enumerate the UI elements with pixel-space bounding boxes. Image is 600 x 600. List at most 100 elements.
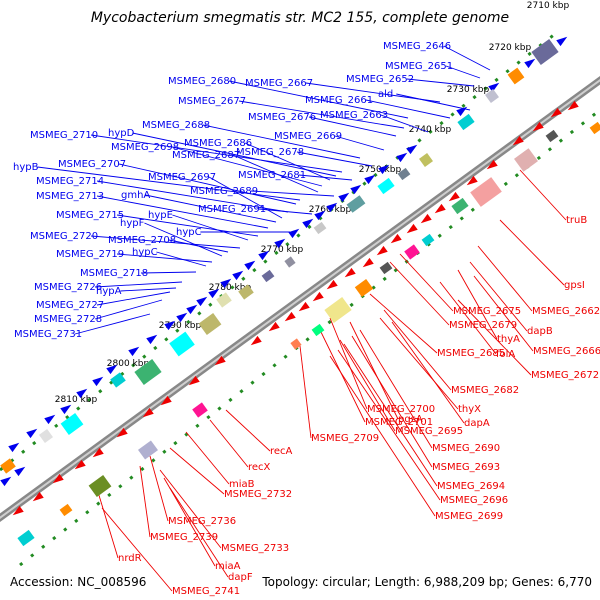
reverse-gene-block[interactable]: [17, 529, 35, 547]
gene-label-msmeg-2718[interactable]: MSMEG_2718: [80, 268, 148, 279]
forward-gene-arrow[interactable]: [232, 270, 244, 281]
reverse-gene-arrow[interactable]: [448, 191, 460, 202]
reverse-gene-block[interactable]: [311, 323, 325, 337]
gene-label-fola[interactable]: folA: [496, 349, 515, 360]
gene-label-msmeg-2726[interactable]: MSMEG_2726: [34, 282, 102, 293]
reverse-gene-arrow[interactable]: [376, 245, 388, 256]
forward-gene-block[interactable]: [457, 113, 475, 131]
reverse-gene-arrow[interactable]: [142, 407, 154, 418]
forward-gene-block[interactable]: [377, 177, 395, 195]
forward-gene-arrow[interactable]: [196, 296, 208, 307]
gene-label-hypb[interactable]: hypB: [13, 162, 39, 173]
gene-label-msmeg-2679[interactable]: MSMEG_2679: [449, 320, 517, 331]
gene-label-recx[interactable]: recX: [248, 462, 271, 473]
gene-label-msmeg-2693[interactable]: MSMEG_2693: [432, 462, 500, 473]
gene-label-hypf[interactable]: hypF: [120, 218, 145, 229]
gene-label-msmeg-2677[interactable]: MSMEG_2677: [178, 96, 246, 107]
reverse-gene-block[interactable]: [59, 503, 73, 517]
forward-gene-arrow[interactable]: [302, 218, 314, 229]
gene-label-reca[interactable]: recA: [270, 446, 293, 457]
gene-label-thyx[interactable]: thyX: [458, 404, 481, 415]
gene-label-trub[interactable]: truB: [566, 215, 587, 226]
gene-label-msmeg-2696[interactable]: MSMEG_2696: [440, 495, 508, 506]
forward-gene-arrow[interactable]: [314, 210, 326, 221]
gene-label-msmeg-2714[interactable]: MSMEG_2714: [36, 176, 104, 187]
reverse-gene-block[interactable]: [404, 244, 420, 260]
forward-gene-block[interactable]: [169, 331, 195, 357]
forward-gene-block[interactable]: [198, 313, 222, 335]
forward-gene-arrow[interactable]: [274, 238, 286, 249]
gene-label-msmeg-2678[interactable]: MSMEG_2678: [236, 147, 304, 158]
forward-gene-arrow[interactable]: [164, 320, 176, 331]
forward-gene-arrow[interactable]: [556, 36, 568, 47]
gene-label-nrdr[interactable]: nrdR: [118, 553, 142, 564]
gene-label-msmeg-2663[interactable]: MSMEG_2663: [320, 110, 388, 121]
reverse-gene-arrow[interactable]: [312, 291, 324, 302]
forward-gene-arrow[interactable]: [378, 164, 390, 175]
forward-gene-block[interactable]: [216, 292, 232, 308]
gene-label-msmeg-2710[interactable]: MSMEG_2710: [30, 130, 98, 141]
gene-label-msmeg-2688[interactable]: MSMEG_2688: [142, 120, 210, 131]
forward-gene-arrow[interactable]: [288, 228, 300, 239]
forward-gene-arrow[interactable]: [488, 82, 500, 93]
forward-gene-arrow[interactable]: [338, 192, 350, 203]
gene-label-msmeg-2720[interactable]: MSMEG_2720: [30, 231, 98, 242]
gene-label-dapb[interactable]: dapB: [527, 326, 553, 337]
gene-label-msmeg-2675[interactable]: MSMEG_2675: [453, 306, 521, 317]
reverse-gene-arrow[interactable]: [284, 311, 296, 322]
gene-label-msmeg-2713[interactable]: MSMEG_2713: [36, 191, 104, 202]
gene-label-msmeg-2685[interactable]: MSMEG_2685: [437, 348, 505, 359]
reverse-gene-arrow[interactable]: [362, 257, 374, 268]
reverse-gene-block[interactable]: [192, 402, 208, 418]
gene-label-msmeg-2689[interactable]: MSMEG_2689: [190, 186, 258, 197]
forward-gene-block[interactable]: [60, 413, 84, 435]
reverse-gene-block[interactable]: [451, 197, 469, 215]
forward-gene-arrow[interactable]: [244, 260, 256, 271]
gene-label-pgsa[interactable]: pgsA: [398, 414, 423, 425]
gene-label-msmeg-2719[interactable]: MSMEG_2719: [56, 249, 124, 260]
gene-label-msmeg-2695[interactable]: MSMEG_2695: [395, 426, 463, 437]
reverse-gene-arrow[interactable]: [390, 233, 402, 244]
gene-label-msmeg-2652[interactable]: MSMEG_2652: [346, 74, 414, 85]
reverse-gene-block[interactable]: [290, 338, 302, 350]
forward-gene-arrow[interactable]: [146, 334, 158, 345]
gene-label-msmeg-2700[interactable]: MSMEG_2700: [367, 404, 435, 415]
gene-label-msmeg-2698[interactable]: MSMEG_2698: [111, 142, 179, 153]
forward-gene-block[interactable]: [284, 256, 296, 268]
gene-label-ald[interactable]: ald: [378, 89, 393, 100]
gene-label-msmeg-2707[interactable]: MSMEG_2707: [58, 159, 126, 170]
gene-label-msmeg-2667[interactable]: MSMEG_2667: [245, 78, 313, 89]
gene-label-msmeg-2676[interactable]: MSMEG_2676: [248, 112, 316, 123]
reverse-gene-arrow[interactable]: [116, 427, 128, 438]
reverse-gene-block[interactable]: [379, 261, 393, 275]
reverse-gene-arrow[interactable]: [52, 473, 64, 484]
reverse-gene-block[interactable]: [421, 233, 435, 247]
reverse-gene-arrow[interactable]: [420, 213, 432, 224]
gene-label-hypd[interactable]: hypD: [108, 128, 135, 139]
gene-label-msmeg-2669[interactable]: MSMEG_2669: [274, 131, 342, 142]
forward-gene-block[interactable]: [238, 284, 254, 300]
gene-label-msmeg-2681[interactable]: MSMEG_2681: [238, 170, 306, 181]
reverse-gene-arrow[interactable]: [268, 321, 280, 332]
gene-label-msmeg-2680[interactable]: MSMEG_2680: [168, 76, 236, 87]
gene-label-dapf[interactable]: dapF: [228, 572, 253, 583]
gene-label-msmeg-2646[interactable]: MSMEG_2646: [383, 41, 451, 52]
reverse-gene-arrow[interactable]: [32, 491, 44, 502]
reverse-gene-arrow[interactable]: [298, 301, 310, 312]
forward-gene-block[interactable]: [0, 458, 16, 474]
reverse-gene-block[interactable]: [545, 129, 559, 143]
reverse-gene-block[interactable]: [138, 440, 158, 460]
reverse-gene-block[interactable]: [514, 148, 538, 172]
reverse-gene-arrow[interactable]: [92, 447, 104, 458]
gene-label-msmeg-2739[interactable]: MSMEG_2739: [150, 532, 218, 543]
forward-gene-arrow[interactable]: [406, 144, 418, 155]
gene-label-msmeg-2666[interactable]: MSMEG_2666: [533, 346, 600, 357]
gene-label-miaa[interactable]: miaA: [215, 561, 241, 572]
reverse-gene-arrow[interactable]: [160, 395, 172, 406]
gene-label-msmeg-2731[interactable]: MSMEG_2731: [14, 329, 82, 340]
gene-label-msmeg-2732[interactable]: MSMEG_2732: [224, 489, 292, 500]
forward-gene-arrow[interactable]: [128, 346, 140, 357]
forward-gene-arrow[interactable]: [92, 376, 104, 387]
reverse-gene-arrow[interactable]: [12, 505, 24, 516]
reverse-gene-arrow[interactable]: [466, 175, 478, 186]
